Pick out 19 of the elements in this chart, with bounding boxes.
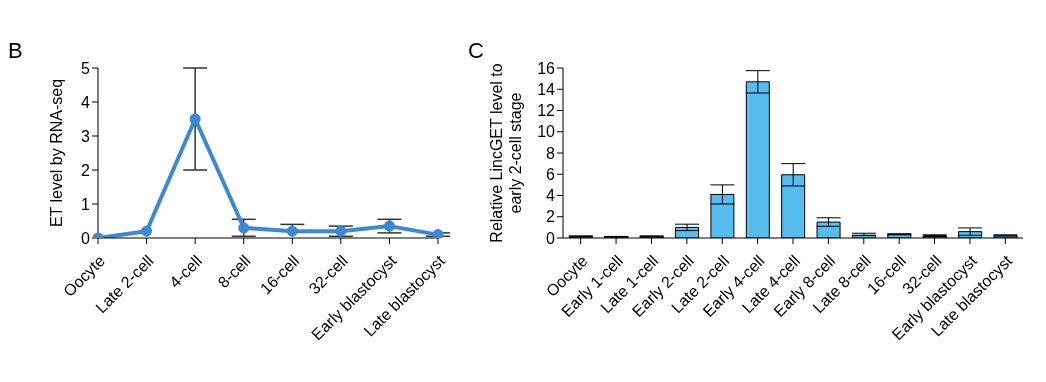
y-tick-label: 12 [537,102,556,120]
y-tick-label: 10 [537,123,556,141]
y-tick-label: 4 [546,187,556,205]
y-tick-label: 6 [546,165,556,183]
y-tick-label: 8 [546,144,556,162]
y-tick-label: 0 [546,229,556,247]
chart-title: B [8,38,23,64]
y-tick-label: 4 [81,93,91,111]
y-axis-title: ET level by RNA-seq [46,78,66,228]
y-tick-label: 0 [81,229,91,247]
y-tick-label: 2 [81,161,91,179]
y-tick-label: 5 [81,59,91,77]
y-tick-label: 14 [537,80,556,98]
y-tick-label: 16 [537,59,556,77]
chart-title: C [468,38,484,64]
y-axis-title: Relative LincGET level to early 2-cell stage [487,62,525,245]
y-tick-label: 3 [81,127,91,145]
y-tick-label: 2 [546,208,556,226]
y-tick-label: 1 [81,195,91,213]
